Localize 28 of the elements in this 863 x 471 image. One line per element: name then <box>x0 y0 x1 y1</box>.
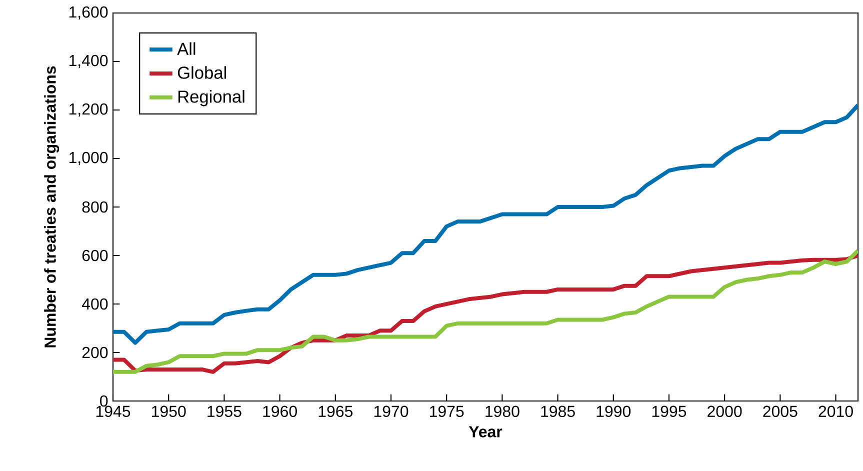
x-tick-label: 1955 <box>208 406 242 418</box>
y-tick-label: 200 <box>82 346 108 358</box>
x-tick-label: 1970 <box>374 406 408 418</box>
x-tick-label: 2000 <box>708 406 742 418</box>
y-tick-label: 1,400 <box>69 54 108 68</box>
y-tick-label: 1,200 <box>69 103 108 117</box>
y-tick-label: 1,600 <box>69 6 108 20</box>
x-tick-label: 1990 <box>596 406 631 418</box>
legend-label: All <box>177 42 196 55</box>
x-tick-label: 1950 <box>152 406 186 418</box>
x-tick-label: 1960 <box>263 406 297 418</box>
x-tick-label: 1975 <box>430 406 464 418</box>
x-tick-label: 1945 <box>96 406 130 418</box>
x-tick-label: 1980 <box>486 406 520 418</box>
x-tick-label: 2010 <box>818 406 853 418</box>
x-tick-label: 1965 <box>318 406 352 418</box>
x-tick-label: 1985 <box>541 406 575 418</box>
x-axis-title: Year <box>468 426 502 438</box>
y-tick-label: 0 <box>100 395 108 407</box>
y-tick-label: 1,000 <box>69 152 108 166</box>
x-tick-label: 1995 <box>652 406 686 418</box>
y-axis-title: Number of treaties and organizations <box>44 66 60 348</box>
legend-label: Regional <box>178 90 244 106</box>
x-tick-label: 2005 <box>763 406 798 418</box>
y-tick-label: 600 <box>82 250 108 262</box>
y-tick-label: 800 <box>82 201 108 213</box>
y-tick-label: 400 <box>82 298 108 310</box>
legend-label: Global <box>178 66 226 79</box>
